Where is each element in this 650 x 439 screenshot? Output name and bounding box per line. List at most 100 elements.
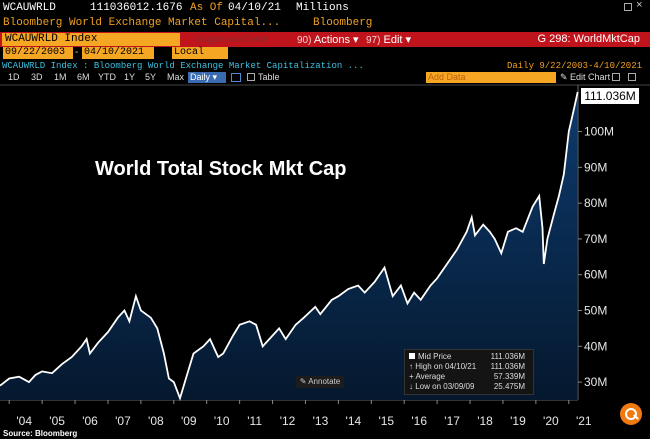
edit-menu[interactable]: 97) Edit ▾ — [366, 34, 412, 46]
range-3d[interactable]: 3D — [31, 72, 43, 82]
range-ytd[interactable]: YTD — [98, 72, 116, 82]
source-note: Source: Bloomberg — [3, 429, 78, 438]
x-tick-label: '11 — [247, 414, 262, 428]
legend-low: ↓ Low on 03/09/09 25.475M — [409, 382, 525, 391]
range-toolbar: 1D 3D 1M 6M YTD 1Y 5Y Max Daily ▾ Table … — [0, 72, 650, 84]
x-tick-label: '06 — [82, 414, 98, 428]
legend-mid: Mid Price 111.036M — [409, 352, 529, 361]
table-icon[interactable] — [247, 73, 255, 81]
range-1d[interactable]: 1D — [8, 72, 20, 82]
toolbar: WCAUWRLD Index Suggested Charts 90) Acti… — [0, 32, 650, 47]
legend-marker — [409, 353, 415, 359]
period-select[interactable]: Daily ▾ — [188, 72, 226, 83]
header-row: WCAUWRLD 111036012.1676 As Of 04/10/21 M… — [0, 0, 650, 16]
y-tick-label: 90M — [584, 160, 607, 174]
legend-average-label: Average — [415, 372, 446, 381]
actions-paren: ) — [308, 35, 312, 46]
index-field[interactable]: WCAUWRLD Index — [2, 33, 180, 46]
x-tick-label: '20 — [543, 414, 559, 428]
last-value: 111036012.1676 — [90, 2, 183, 14]
y-tick-label: 70M — [584, 232, 607, 246]
edit-chart-button[interactable]: ✎ Edit Chart — [560, 72, 611, 82]
x-tick-label: '04 — [16, 414, 32, 428]
legend-mid-value: 111.036M — [490, 352, 525, 361]
chart-legend: Mid Price 111.036M ↑ High on 04/10/21 111.… — [404, 349, 534, 395]
y-tick-label: 80M — [584, 196, 607, 210]
y-tick-label: 60M — [584, 268, 607, 282]
as-of-date: 04/10/21 — [228, 2, 281, 14]
end-date-field[interactable]: 04/10/2021 — [82, 47, 154, 59]
legend-low-label: Low on 03/09/09 — [415, 382, 475, 391]
actions-menu[interactable]: 90) Actions ▾ — [297, 34, 359, 46]
currency-select[interactable]: Local CCY — [172, 47, 228, 70]
x-tick-label: '05 — [49, 414, 65, 428]
x-tick-label: '08 — [148, 414, 164, 428]
subheader: WCAUWRLD Index : Bloomberg World Exchang… — [0, 61, 650, 72]
units-label: Millions — [296, 2, 349, 14]
index-description: WCAUWRLD Index : Bloomberg World Exchang… — [2, 61, 364, 71]
y-tick-label: 40M — [584, 339, 607, 353]
ticker[interactable]: WCAUWRLD — [3, 2, 56, 14]
x-tick-label: '10 — [214, 414, 230, 428]
x-tick-label: '07 — [115, 414, 131, 428]
security-name-row: Bloomberg World Exchange Market Capital.… — [0, 16, 650, 31]
line-chart-icon[interactable] — [231, 73, 241, 82]
y-tick-label: 30M — [584, 375, 607, 389]
x-tick-label: '12 — [280, 414, 296, 428]
y-axis-ticks: 30M 40M 50M 60M 70M 80M 90M 100M — [578, 125, 614, 389]
legend-high-label: High on 04/10/21 — [415, 362, 477, 371]
last-value-label: 111.036M — [581, 88, 639, 104]
y-tick-label: 50M — [584, 304, 607, 318]
edit-num: 97 — [366, 35, 378, 46]
suggested-charts[interactable]: Suggested Charts — [196, 34, 269, 44]
legend-average: + Average 57.339M — [409, 372, 525, 381]
annotate-label: Annotate — [308, 377, 341, 386]
maximize-icon[interactable] — [628, 73, 636, 81]
y-tick-label: 100M — [584, 125, 614, 139]
x-axis-ticks: '04 '05 '06 '07 '08 '09 '10 '11 '12 '13 '14 '15 '16 '… — [8, 400, 592, 428]
area-fill — [0, 92, 578, 400]
x-tick-label: '17 — [444, 414, 460, 428]
x-tick-label: '14 — [346, 414, 362, 428]
x-tick-label: '13 — [313, 414, 329, 428]
range-5y[interactable]: 5Y — [145, 72, 157, 82]
range-6m[interactable]: 6M — [77, 72, 90, 82]
actions-label: Actions — [313, 34, 350, 46]
x-tick-label: '15 — [378, 414, 394, 428]
legend-mid-label: Mid Price — [418, 352, 452, 361]
chart-title: World Total Stock Mkt Cap — [95, 158, 347, 180]
legend-low-value: 25.475M — [493, 382, 525, 391]
close-icon[interactable]: × — [636, 0, 643, 12]
start-date-field[interactable]: 09/22/2003 — [3, 47, 73, 59]
date-range: Daily 9/22/2003-4/10/2021 — [506, 61, 642, 71]
window-icon[interactable] — [612, 73, 620, 81]
legend-high-value: 111.036M — [490, 362, 525, 371]
range-1y[interactable]: 1Y — [124, 72, 136, 82]
expand-icon[interactable] — [624, 3, 632, 11]
logo-lens — [625, 408, 637, 420]
x-tick-label: '16 — [411, 414, 427, 428]
add-data-input[interactable]: Add Data — [426, 72, 556, 83]
security-name: Bloomberg World Exchange Market Capital.… — [3, 17, 281, 29]
table-button[interactable]: Table — [258, 72, 280, 82]
as-of-label: As Of — [190, 2, 224, 14]
source-label: Bloomberg — [313, 17, 373, 29]
magnifier-logo-icon — [620, 403, 642, 425]
edit-chart-label: Edit Chart — [570, 72, 611, 82]
edit-paren: ) — [377, 35, 381, 46]
date-separator: - — [75, 47, 79, 58]
range-1m[interactable]: 1M — [54, 72, 67, 82]
x-tick-label: '19 — [510, 414, 526, 428]
annotate-button[interactable]: ✎ Annotate — [296, 376, 344, 388]
x-tick-label: '18 — [477, 414, 493, 428]
series-line — [0, 91, 579, 401]
legend-high: ↑ High on 04/10/21 111.036M — [409, 362, 525, 371]
edit-label: Edit — [383, 34, 403, 46]
x-tick-label: '21 — [576, 414, 592, 428]
function-label: G 298: WorldMktCap — [537, 33, 640, 45]
actions-num: 90 — [297, 35, 309, 46]
range-max[interactable]: Max — [167, 72, 185, 82]
legend-average-value: 57.339M — [493, 372, 525, 381]
x-tick-label: '09 — [181, 414, 197, 428]
